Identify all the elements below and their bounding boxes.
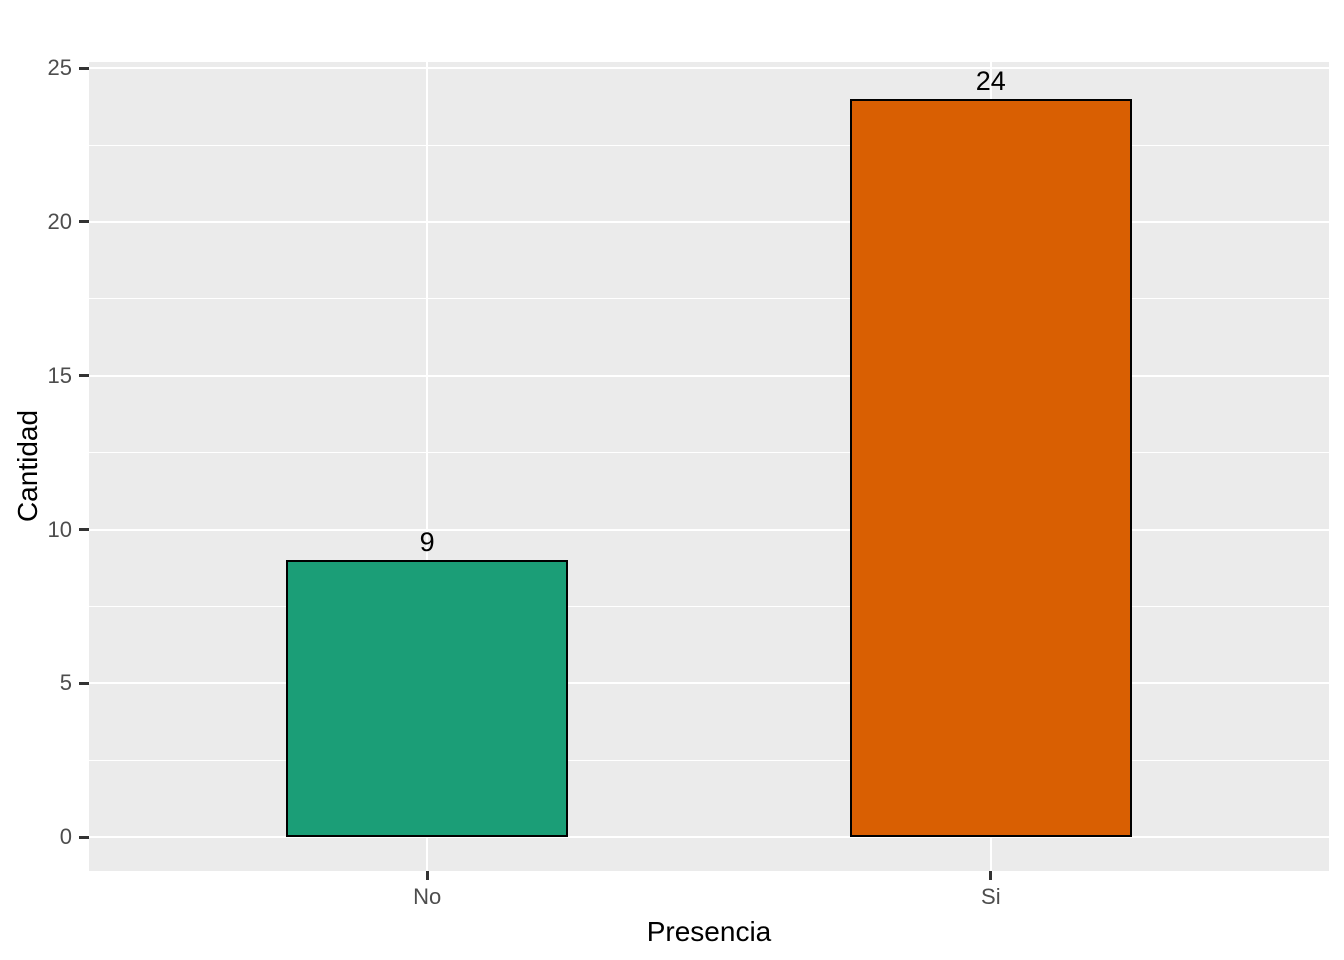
x-tick-label: No xyxy=(413,884,442,909)
y-tick-mark xyxy=(79,220,89,224)
y-tick-mark xyxy=(79,66,89,70)
x-tick-mark xyxy=(989,871,993,880)
bar-value-label: 24 xyxy=(975,65,1006,96)
x-tick-label: Si xyxy=(981,884,1001,909)
minor-gridline xyxy=(89,144,1329,146)
bar-value-label: 9 xyxy=(419,527,435,558)
vertical-gridline xyxy=(426,62,429,871)
y-tick-label: 20 xyxy=(47,208,72,234)
y-tick-label: 0 xyxy=(59,824,72,850)
minor-gridline xyxy=(89,605,1329,607)
major-gridline xyxy=(89,67,1329,70)
plot-panel: 9 24 xyxy=(89,62,1329,871)
bar-si xyxy=(849,98,1132,838)
x-axis-title: Presencia xyxy=(646,916,772,947)
y-tick-mark xyxy=(79,681,89,685)
major-gridline xyxy=(89,682,1329,685)
x-tick-mark xyxy=(425,871,429,880)
y-tick-mark xyxy=(79,528,89,532)
bar-no xyxy=(286,560,569,838)
y-tick-label: 10 xyxy=(47,516,72,542)
y-axis-title: Cantidad xyxy=(12,409,43,523)
major-gridline xyxy=(89,220,1329,223)
major-gridline xyxy=(89,374,1329,377)
y-tick-label: 5 xyxy=(59,670,72,696)
y-tick-label: 25 xyxy=(47,55,72,81)
major-gridline xyxy=(89,528,1329,531)
y-tick-label: 15 xyxy=(47,362,72,388)
major-gridline xyxy=(89,836,1329,839)
minor-gridline xyxy=(89,452,1329,454)
y-tick-mark xyxy=(79,374,89,378)
y-tick-mark xyxy=(79,835,89,839)
minor-gridline xyxy=(89,298,1329,300)
minor-gridline xyxy=(89,759,1329,761)
